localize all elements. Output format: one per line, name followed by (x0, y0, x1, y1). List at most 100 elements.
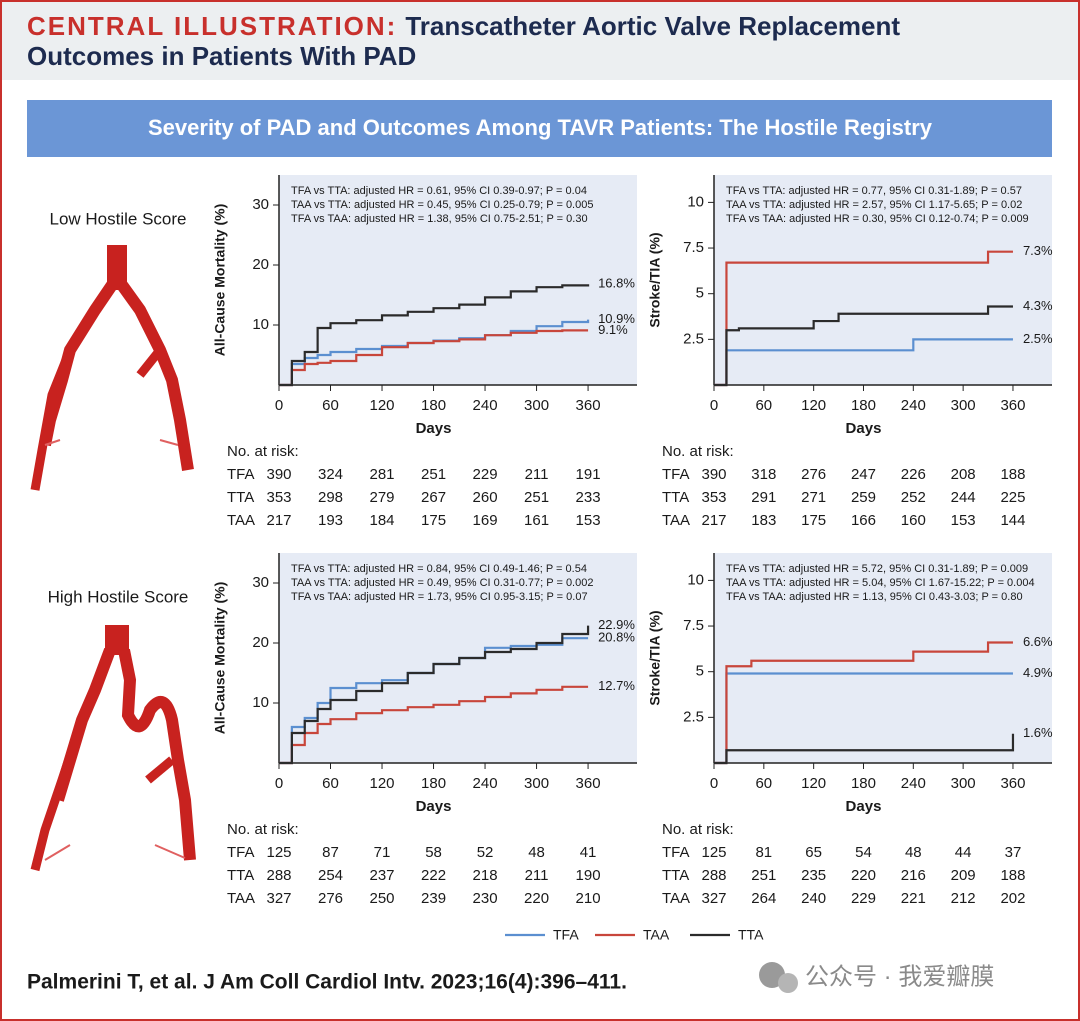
artery-illustration (30, 245, 196, 872)
x-tick-label: 0 (710, 775, 718, 792)
risk-count: 87 (322, 844, 339, 861)
hr-annotation: TAA vs TTA: adjusted HR = 2.57, 95% CI 1… (726, 199, 1022, 211)
risk-count: 48 (528, 844, 545, 861)
x-tick-label: 120 (801, 775, 826, 792)
x-tick-label: 180 (851, 397, 876, 414)
risk-count: 209 (951, 867, 976, 884)
x-tick-label: 360 (1000, 397, 1025, 414)
risk-count: 233 (576, 489, 601, 506)
plot-area (714, 553, 1052, 763)
risk-count: 161 (524, 512, 549, 529)
risk-count: 229 (851, 890, 876, 907)
km-curve (714, 305, 1013, 387)
risk-count: 175 (801, 512, 826, 529)
plot-area (279, 553, 637, 763)
risk-count: 353 (701, 489, 726, 506)
end-label: 12.7% (598, 678, 635, 693)
x-tick-label: 120 (370, 397, 395, 414)
x-tick-label: 120 (370, 775, 395, 792)
risk-count: 125 (266, 844, 291, 861)
end-label: 1.6% (1023, 725, 1053, 740)
risk-row-label: TAA (662, 512, 690, 529)
risk-count: 220 (851, 867, 876, 884)
risk-count: 247 (851, 466, 876, 483)
x-tick-label: 300 (524, 397, 549, 414)
risk-count: 251 (751, 867, 776, 884)
risk-count: 252 (901, 489, 926, 506)
risk-count: 218 (473, 867, 498, 884)
y-tick-label: 2.5 (683, 330, 704, 347)
header-label: CENTRAL ILLUSTRATION: (27, 11, 397, 41)
x-tick-label: 360 (1000, 775, 1025, 792)
risk-count: 259 (851, 489, 876, 506)
risk-row-label: TFA (227, 466, 255, 483)
risk-count: 54 (855, 844, 872, 861)
y-axis-label: Stroke/TIA (%) (647, 610, 663, 705)
risk-count: 184 (370, 512, 395, 529)
risk-count: 250 (370, 890, 395, 907)
risk-title: No. at risk: (662, 821, 734, 838)
risk-count: 211 (525, 867, 549, 884)
risk-count: 175 (421, 512, 446, 529)
risk-title: No. at risk: (227, 821, 299, 838)
risk-count: 221 (901, 890, 926, 907)
risk-count: 264 (751, 890, 776, 907)
risk-row-label: TAA (227, 512, 255, 529)
x-tick-label: 360 (576, 397, 601, 414)
x-tick-label: 240 (473, 397, 498, 414)
risk-count: 230 (473, 890, 498, 907)
risk-count: 125 (701, 844, 726, 861)
y-tick-label: 5 (696, 285, 704, 302)
hr-annotation: TAA vs TTA: adjusted HR = 0.49, 95% CI 0… (291, 577, 593, 589)
risk-title: No. at risk: (227, 443, 299, 460)
risk-count: 169 (473, 512, 498, 529)
y-tick-label: 7.5 (683, 239, 704, 256)
row-label: Low Hostile Score (49, 209, 186, 228)
risk-count: 81 (755, 844, 772, 861)
risk-count: 188 (1000, 466, 1025, 483)
watermark: 公众号 · 我爱瓣膜 (805, 963, 994, 990)
header-line-1: CENTRAL ILLUSTRATION: Transcatheter Aorti… (27, 11, 900, 41)
risk-count: 217 (701, 512, 726, 529)
risk-count: 211 (525, 466, 549, 483)
risk-row-label: TAA (662, 890, 690, 907)
risk-count: 166 (851, 512, 876, 529)
plot-area (279, 175, 637, 385)
risk-count: 324 (318, 466, 343, 483)
y-axis-label: All-Cause Mortality (%) (212, 204, 228, 356)
risk-count: 220 (524, 890, 549, 907)
risk-title: No. at risk: (662, 443, 734, 460)
x-tick-label: 300 (951, 397, 976, 414)
risk-count: 276 (801, 466, 826, 483)
end-label: 9.1% (598, 322, 628, 337)
x-tick-label: 240 (473, 775, 498, 792)
risk-count: 153 (576, 512, 601, 529)
x-tick-label: 300 (951, 775, 976, 792)
end-label: 22.9% (598, 617, 635, 632)
legend-label: TFA (553, 927, 579, 943)
risk-count: 318 (751, 466, 776, 483)
end-label: 10.9% (598, 311, 635, 326)
risk-count: 390 (701, 466, 726, 483)
y-tick-label: 30 (252, 574, 269, 591)
risk-count: 202 (1000, 890, 1025, 907)
risk-count: 254 (318, 867, 343, 884)
x-tick-label: 240 (901, 397, 926, 414)
hr-annotation: TAA vs TTA: adjusted HR = 5.04, 95% CI 1… (726, 577, 1035, 589)
x-tick-label: 0 (275, 397, 283, 414)
x-tick-label: 360 (576, 775, 601, 792)
km-curve (714, 641, 1013, 765)
watermark-icon (759, 962, 798, 993)
risk-count: 217 (266, 512, 291, 529)
header-title: Outcomes in Patients With PAD (27, 41, 416, 71)
y-tick-label: 20 (252, 256, 269, 273)
y-tick-label: 10 (252, 694, 269, 711)
risk-count: 327 (266, 890, 291, 907)
risk-count: 210 (576, 890, 601, 907)
banner-band (27, 100, 1052, 157)
x-tick-label: 120 (801, 397, 826, 414)
risk-count: 390 (266, 466, 291, 483)
risk-count: 279 (370, 489, 395, 506)
risk-row-label: TFA (662, 466, 690, 483)
y-tick-label: 5 (696, 663, 704, 680)
